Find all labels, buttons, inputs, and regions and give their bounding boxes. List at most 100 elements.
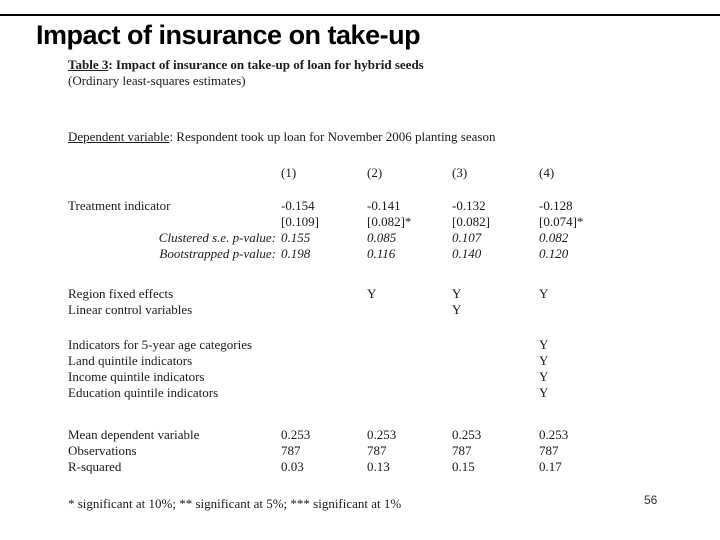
significance-footnote: * significant at 10%; ** significant at …: [68, 496, 402, 511]
table-cell: 0.155: [281, 230, 311, 245]
table-cell: -0.154: [281, 198, 315, 213]
table-cell: [452, 385, 539, 401]
table-row: Observations 787 787 787 787: [68, 443, 668, 459]
table-cell: [367, 385, 452, 401]
controls-block: Region fixed effects Y Y Y Linear contro…: [68, 286, 668, 318]
table-cell: 0.13: [367, 459, 390, 474]
table-caption-line2: (Ordinary least-squares estimates): [68, 73, 246, 88]
table-cell: 0.253: [281, 427, 311, 442]
table-cell: 787: [452, 443, 472, 458]
table-cell: Y: [452, 302, 462, 317]
table-row: Clustered s.e. p-value: 0.155 0.085 0.10…: [68, 230, 668, 246]
table-cell: -0.141: [367, 198, 401, 213]
table-cell: [367, 369, 452, 385]
row-label: R-squared: [68, 459, 122, 474]
row-label: Mean dependent variable: [68, 427, 200, 442]
dependent-variable-line: Dependent variable: Respondent took up l…: [68, 129, 495, 145]
table-cell: Y: [367, 286, 377, 301]
summary-stats-block: Mean dependent variable 0.253 0.253 0.25…: [68, 427, 668, 475]
table-header-row: (1) (2) (3) (4): [68, 165, 668, 181]
treatment-indicator-block: Treatment indicator -0.154 -0.141 -0.132…: [68, 198, 668, 262]
slide-title: Impact of insurance on take-up: [36, 20, 421, 50]
table-cell: 0.15: [452, 459, 475, 474]
table-caption-line1: Table 3: Impact of insurance on take-up …: [68, 57, 424, 73]
table-row: [0.109] [0.082]* [0.082] [0.074]*: [68, 214, 668, 230]
indicator-block: Indicators for 5-year age categories Y L…: [68, 337, 668, 401]
column-header: (1): [281, 165, 297, 180]
row-label: Land quintile indicators: [68, 353, 193, 368]
table-cell: [367, 302, 452, 318]
table-row: R-squared 0.03 0.13 0.15 0.17: [68, 459, 668, 475]
table-cell: [0.109]: [281, 214, 319, 229]
table-cell: [452, 353, 539, 369]
table-row: Region fixed effects Y Y Y: [68, 286, 668, 302]
table-cell: 0.17: [539, 459, 562, 474]
table-cell: 0.082: [539, 230, 569, 245]
table-cell: [0.082]: [452, 214, 490, 229]
table-row: Linear control variables Y: [68, 302, 668, 318]
column-header: (2): [367, 165, 383, 180]
table-cell: 0.116: [367, 246, 396, 261]
table-cell: [281, 369, 367, 385]
table-cell: [452, 337, 539, 353]
table-cell: 0.140: [452, 246, 482, 261]
table-cell: Y: [539, 337, 549, 352]
table-cell: 787: [281, 443, 301, 458]
table-row: Land quintile indicators Y: [68, 353, 668, 369]
table-cell: Y: [539, 286, 549, 301]
table-cell: 0.253: [367, 427, 397, 442]
table-cell: Y: [539, 385, 549, 400]
table-caption: Table 3: Impact of insurance on take-up …: [68, 57, 424, 89]
page-number: 56: [644, 493, 658, 507]
table-cell: [367, 337, 452, 353]
header-spacer: [68, 165, 281, 181]
table-cell: 0.198: [281, 246, 311, 261]
row-label: Linear control variables: [68, 302, 193, 317]
row-label: Bootstrapped p-value:: [159, 246, 276, 261]
table-row: Income quintile indicators Y: [68, 369, 668, 385]
column-header: (3): [452, 165, 468, 180]
table-row: Indicators for 5-year age categories Y: [68, 337, 668, 353]
table-cell: Y: [539, 369, 549, 384]
table-cell: [281, 286, 367, 302]
table-row: Treatment indicator -0.154 -0.141 -0.132…: [68, 198, 668, 214]
table-cell: 0.253: [539, 427, 569, 442]
table-cell: [281, 302, 367, 318]
row-label: Observations: [68, 443, 137, 458]
table-cell: [539, 302, 619, 318]
table-cell: [281, 337, 367, 353]
table-cell: 0.120: [539, 246, 569, 261]
table-number-label: Table 3: [68, 57, 109, 72]
table-row: Education quintile indicators Y: [68, 385, 668, 401]
table-cell: 787: [539, 443, 559, 458]
table-cell: 787: [367, 443, 387, 458]
table-cell: [0.082]*: [367, 214, 412, 229]
table-cell: [452, 369, 539, 385]
table-cell: [367, 353, 452, 369]
table-cell: [0.074]*: [539, 214, 584, 229]
row-label: Education quintile indicators: [68, 385, 219, 400]
top-divider-line: [0, 14, 720, 16]
table-cell: -0.132: [452, 198, 486, 213]
table-caption-text: : Impact of insurance on take-up of loan…: [108, 57, 424, 72]
dependent-variable-label: Dependent variable: [68, 129, 170, 144]
table-cell: -0.128: [539, 198, 573, 213]
column-header: (4): [539, 165, 555, 180]
table-row: Mean dependent variable 0.253 0.253 0.25…: [68, 427, 668, 443]
row-label: Indicators for 5-year age categories: [68, 337, 253, 352]
table-cell: Y: [452, 286, 462, 301]
dependent-variable-text: : Respondent took up loan for November 2…: [169, 129, 496, 144]
table-cell: [281, 385, 367, 401]
table-cell: 0.107: [452, 230, 482, 245]
table-cell: 0.03: [281, 459, 304, 474]
row-label: Income quintile indicators: [68, 369, 205, 384]
row-label: [68, 214, 281, 230]
table-cell: Y: [539, 353, 549, 368]
table-cell: 0.085: [367, 230, 397, 245]
table-row: Bootstrapped p-value: 0.198 0.116 0.140 …: [68, 246, 668, 262]
table-cell: 0.253: [452, 427, 482, 442]
table-cell: [281, 353, 367, 369]
row-label: Treatment indicator: [68, 198, 171, 213]
row-label: Clustered s.e. p-value:: [158, 230, 276, 245]
